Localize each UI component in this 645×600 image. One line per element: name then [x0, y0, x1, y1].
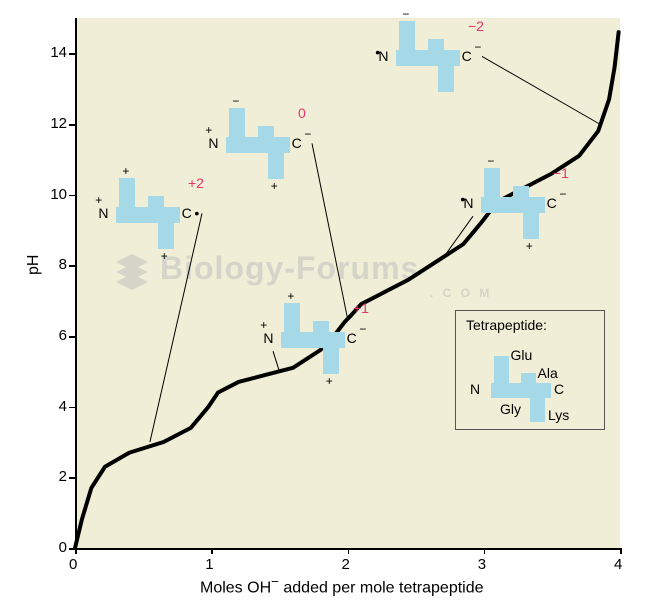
- c-terminus-label: C: [547, 195, 557, 211]
- net-charge-label: −2: [468, 18, 484, 34]
- legend-gly: Gly: [500, 401, 521, 417]
- legend-lys: Lys: [548, 407, 569, 423]
- c-terminus-label: C: [347, 330, 357, 346]
- c-terminus-label: C: [182, 205, 192, 221]
- legend-glu: Glu: [511, 347, 533, 363]
- legend-ala: Ala: [538, 365, 558, 381]
- legend-c: C: [554, 381, 564, 397]
- x-axis-label: Moles OH− added per mole tetrapeptide: [200, 574, 484, 597]
- net-charge-label: 0: [298, 105, 306, 121]
- titration-curve: [0, 0, 645, 600]
- legend-n: N: [470, 381, 480, 397]
- net-charge-label: −1: [553, 165, 569, 181]
- net-charge-label: +1: [353, 300, 369, 316]
- n-terminus-label: N: [98, 205, 108, 221]
- figure-container: 0246810121401234 Biology-Forums . C O M …: [0, 0, 645, 600]
- n-terminus-label: N: [263, 330, 273, 346]
- c-terminus-label: C: [462, 48, 472, 64]
- legend-box: Tetrapeptide: N C Glu Ala Gly Lys: [455, 310, 605, 430]
- net-charge-label: +2: [188, 175, 204, 191]
- y-axis-label: pH: [25, 255, 43, 275]
- n-terminus-label: N: [208, 135, 218, 151]
- legend-title: Tetrapeptide:: [466, 317, 547, 333]
- c-terminus-label: C: [292, 135, 302, 151]
